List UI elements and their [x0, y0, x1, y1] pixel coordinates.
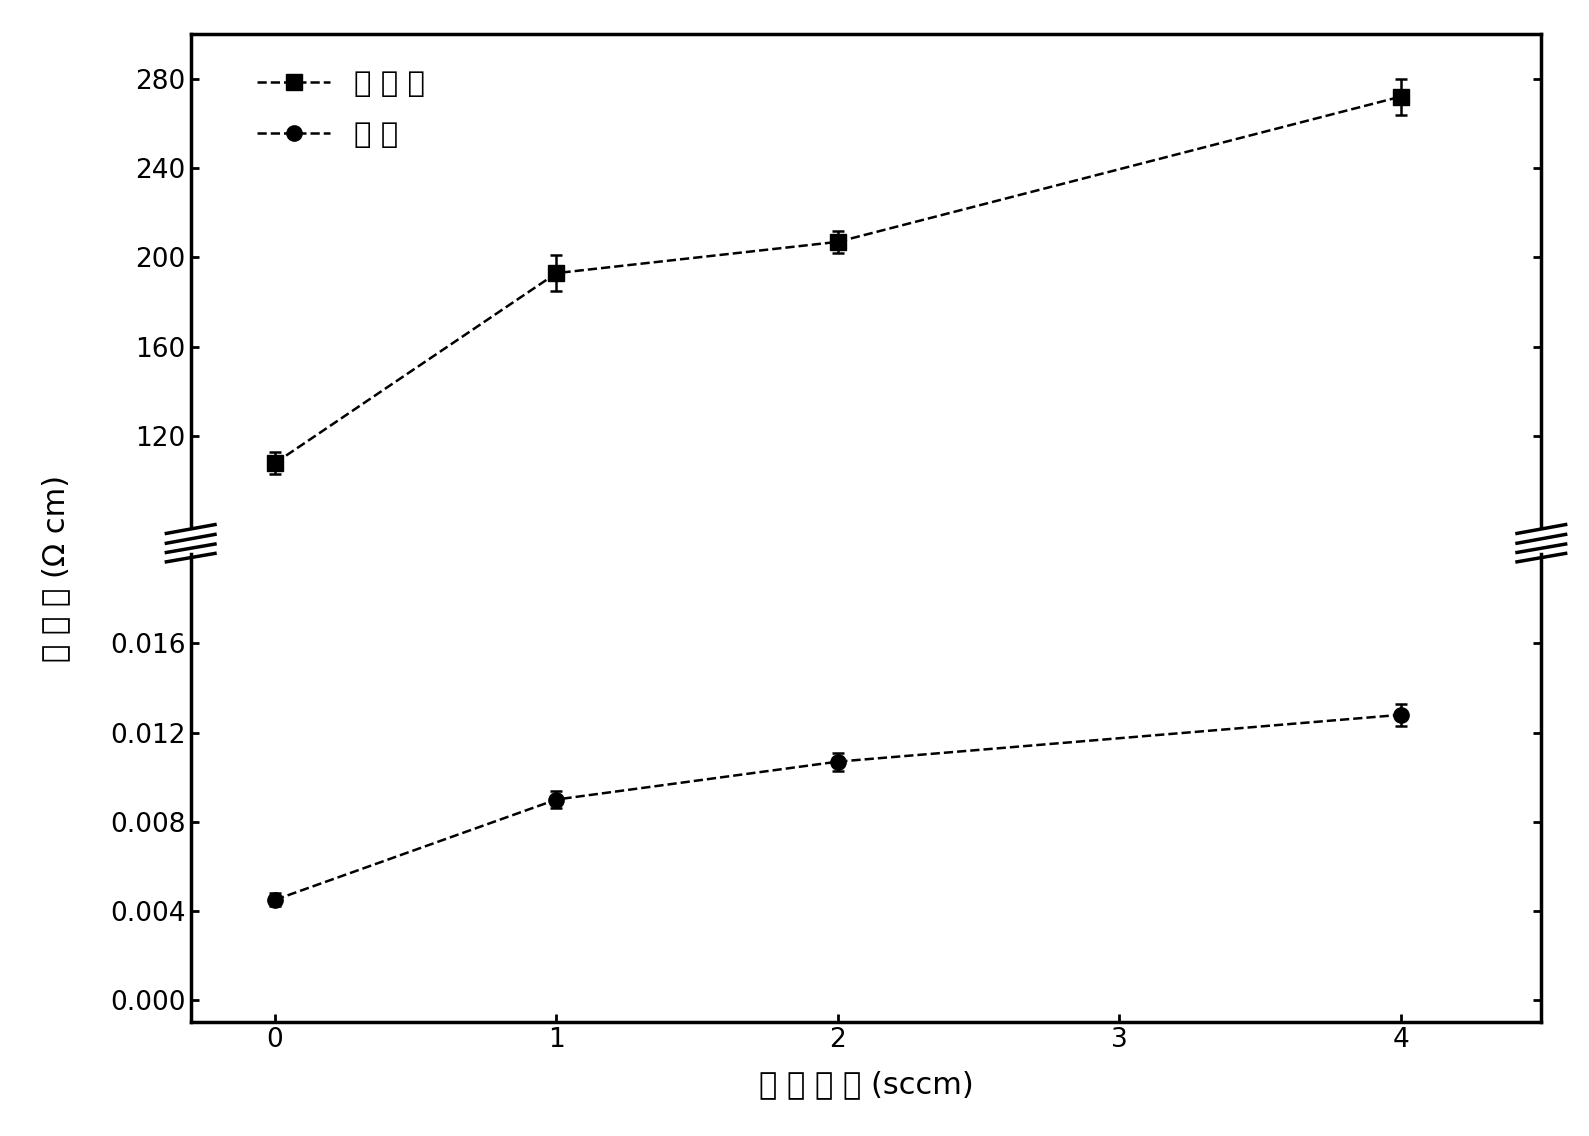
Text: 电 阻 率 (Ω cm): 电 阻 率 (Ω cm): [41, 475, 70, 661]
Legend: 非 晶 态, 晶 态: 非 晶 态, 晶 态: [246, 58, 437, 161]
X-axis label: 氮 气 流 量 (sccm): 氮 气 流 量 (sccm): [758, 1070, 974, 1099]
